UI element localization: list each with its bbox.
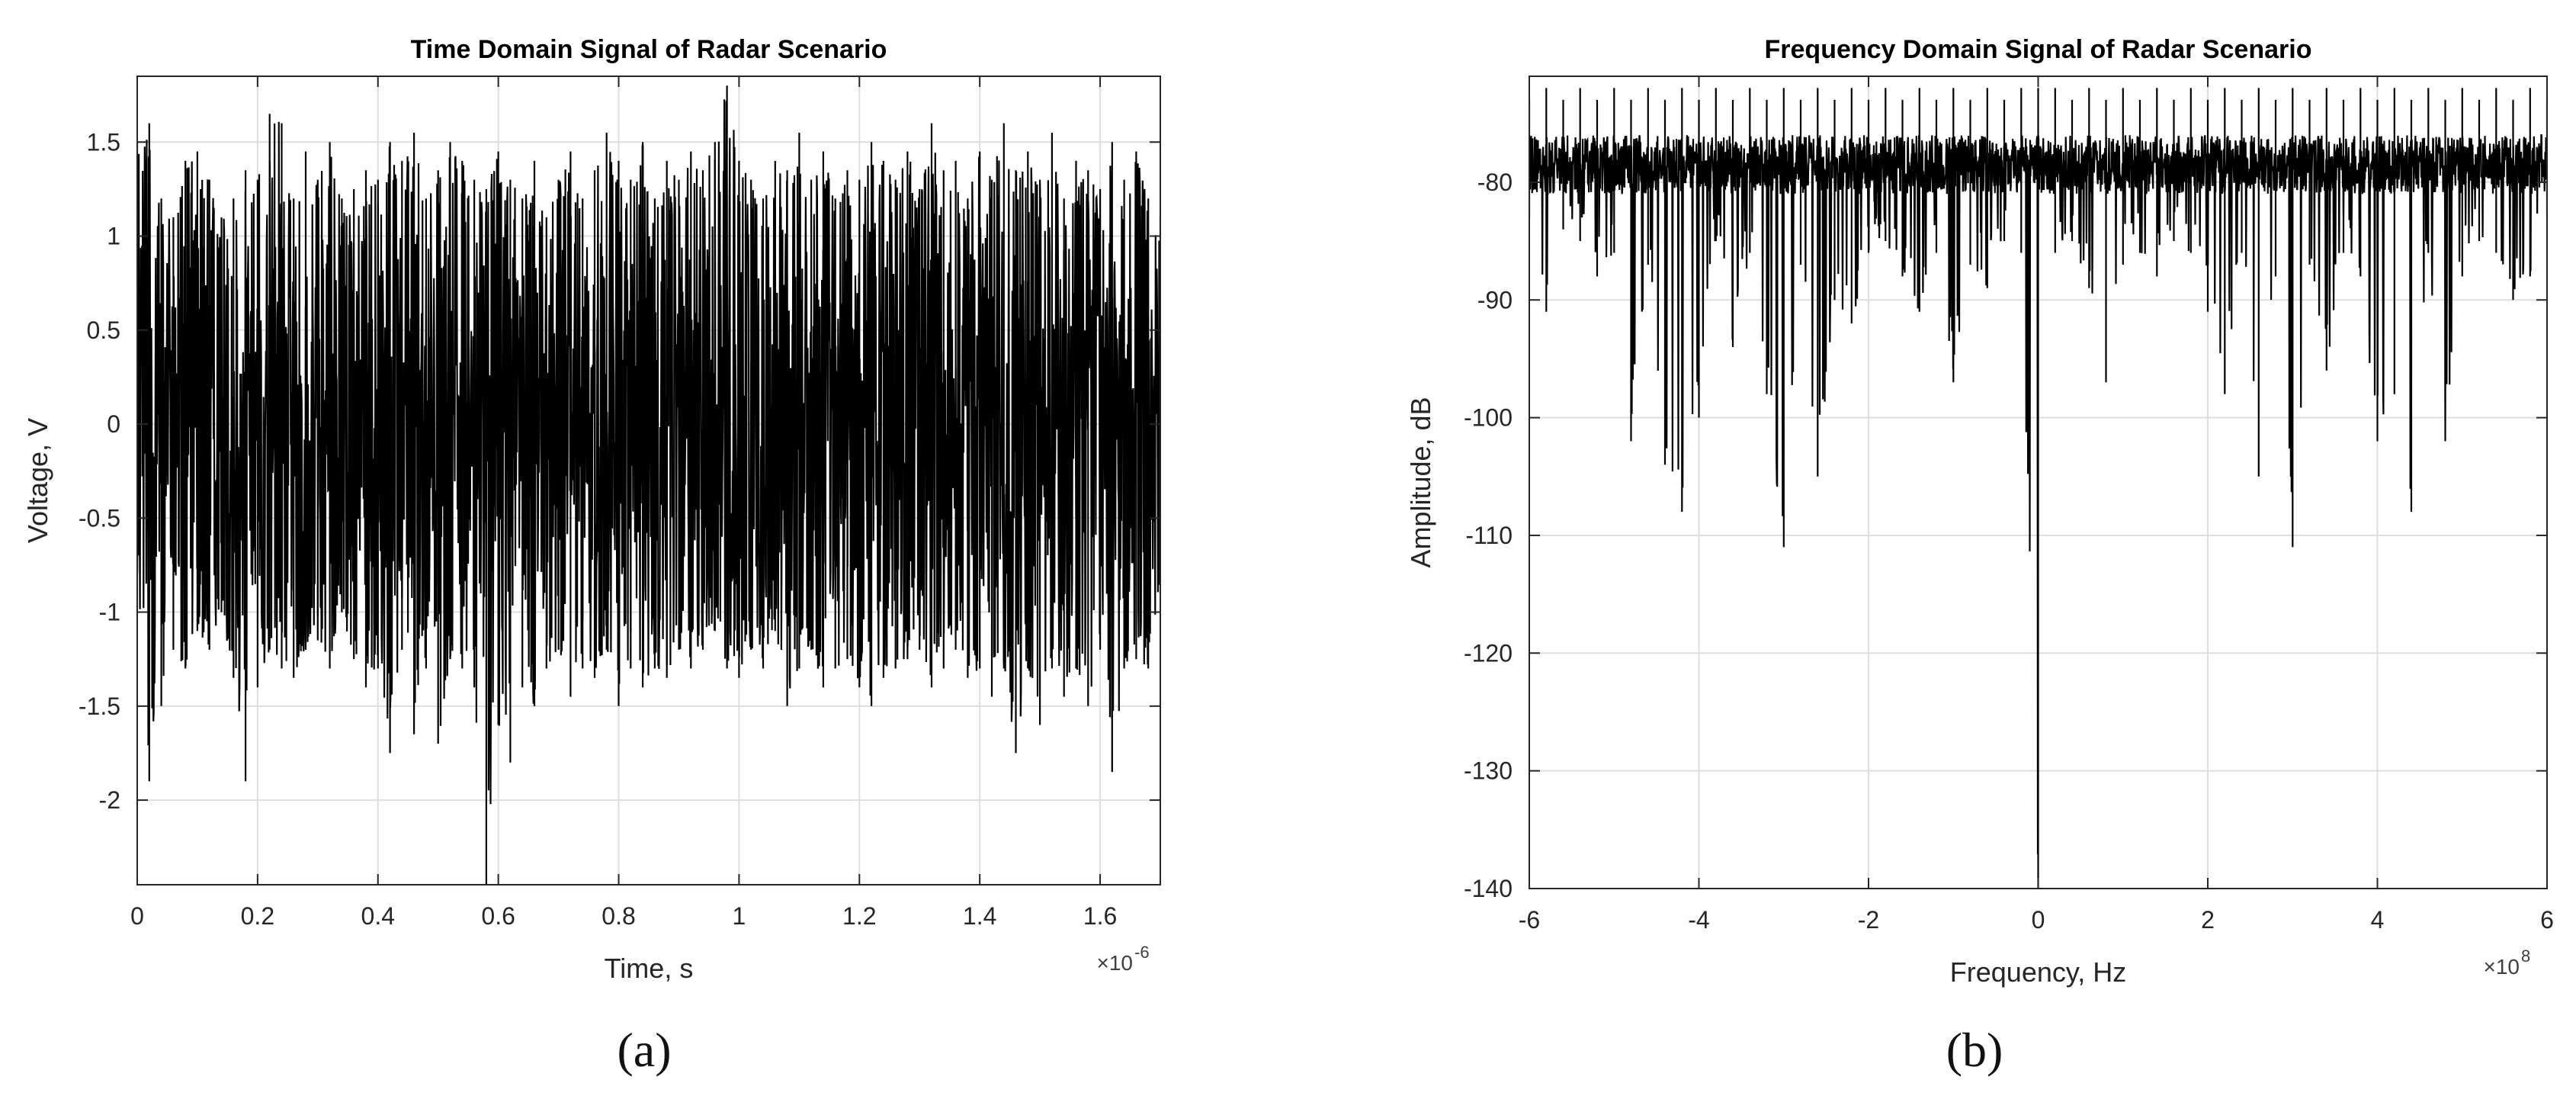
signal-peaks — [137, 85, 1160, 885]
y-tick-label: -2 — [99, 786, 120, 814]
x-exponent-power: -6 — [1134, 943, 1150, 962]
signal-line — [137, 99, 1160, 805]
y-tick-label: -110 — [1465, 522, 1513, 549]
x-tick-label: 4 — [2371, 906, 2385, 934]
signal-peaks — [1529, 88, 2547, 889]
y-tick-label: -80 — [1477, 169, 1513, 196]
x-tick-label: 0.6 — [481, 902, 515, 930]
time-domain-panel: 0 0.2 0.4 0.6 0.8 1 1.2 1.4 1.6 1.5 1 0.5 0 -0.5 -1 -1.… — [22, 35, 1161, 1077]
y-tick-label: -90 — [1477, 286, 1513, 313]
x-tick-label: 0.4 — [361, 902, 395, 930]
chart-title: Frequency Domain Signal of Radar Scenari… — [1765, 35, 2312, 64]
y-tick-label: 0.5 — [87, 317, 120, 344]
x-tick-label: 1.6 — [1083, 902, 1117, 930]
x-tick-label: -4 — [1688, 906, 1709, 934]
y-tick-label: -1.5 — [79, 693, 120, 720]
x-tick-label: 6 — [2540, 906, 2554, 934]
x-tick-label: 0.8 — [601, 902, 635, 930]
y-axis-label: Voltage, V — [22, 418, 53, 543]
x-axis-label: Time, s — [605, 953, 694, 984]
y-tick-label: 1.5 — [87, 128, 120, 156]
tick-marks — [1529, 76, 2548, 889]
x-tick-label: 1.2 — [842, 902, 876, 930]
axes-box — [136, 76, 1161, 885]
x-tick-label: 0 — [130, 902, 144, 930]
x-exponent-label: ×10 — [1097, 951, 1134, 975]
x-tick-label: -6 — [1519, 906, 1540, 934]
y-tick-label: -140 — [1464, 875, 1513, 902]
y-tick-label: 1 — [107, 223, 120, 250]
x-tick-label: -2 — [1858, 906, 1879, 934]
time-domain-chart: 0 0.2 0.4 0.6 0.8 1 1.2 1.4 1.6 1.5 1 0.5 0 -0.5 -1 -1.… — [22, 35, 1161, 984]
x-tick-label: 2 — [2201, 906, 2215, 934]
frequency-domain-panel: -6 -4 -2 0 2 4 6 -80 -90 -100 -110 -120 -130 -140 ×10 8… — [1288, 0, 2576, 1096]
y-tick-label: -0.5 — [79, 504, 120, 532]
y-tick-label: -120 — [1464, 639, 1513, 667]
frequency-domain-chart: -6 -4 -2 0 2 4 6 -80 -90 -100 -110 -120 -130 -140 ×10 8… — [1405, 35, 2554, 988]
x-exponent-power: 8 — [2521, 947, 2530, 966]
y-tick-label: -130 — [1464, 757, 1513, 785]
x-axis-label: Frequency, Hz — [1950, 956, 2126, 988]
y-axis-label: Amplitude, dB — [1405, 397, 1436, 567]
y-tick-label: 0 — [107, 410, 120, 438]
x-exponent-label: ×10 — [2484, 955, 2520, 979]
chart-title: Time Domain Signal of Radar Scenario — [411, 35, 887, 64]
panel-caption-b: (b) — [1946, 1023, 2003, 1077]
x-tick-label: 0.2 — [241, 902, 274, 930]
y-tick-label: -100 — [1464, 404, 1513, 432]
y-tick-label: -1 — [99, 599, 120, 626]
signal-trace — [1529, 88, 2547, 889]
signal-trace — [137, 85, 1160, 885]
x-tick-label: 1 — [733, 902, 746, 930]
x-tick-label: 1.4 — [963, 902, 996, 930]
x-tick-label: 0 — [2032, 906, 2045, 934]
tick-marks — [136, 76, 1160, 885]
panel-caption-a: (a) — [617, 1023, 672, 1077]
